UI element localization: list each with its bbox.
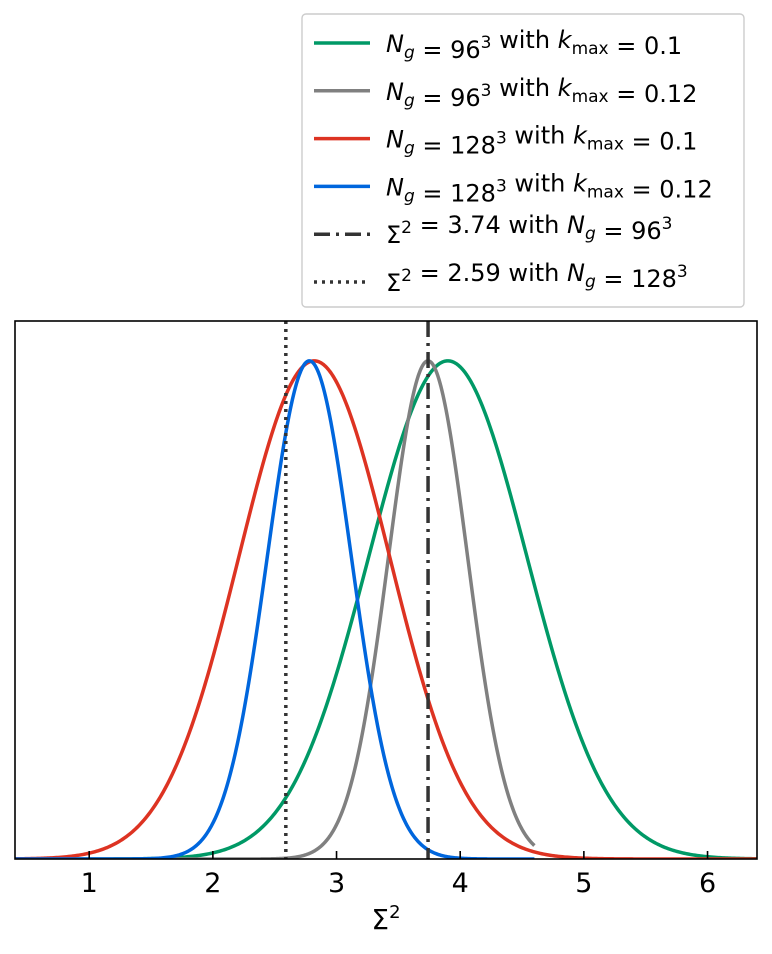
x-axis-ticks: 1 2 3 4 5 6: [81, 851, 716, 899]
legend: Ng = 963 with kmax = 0.1 Ng = 963 with km…: [301, 13, 745, 308]
x-axis-label: Σ2: [371, 902, 400, 936]
plot-lines: [15, 321, 757, 859]
series-line-2: [15, 359, 536, 859]
legend-label-2: Ng = 963 with kmax = 0.12: [386, 74, 697, 112]
legend-label-3: Ng = 1283 with kmax = 0.1: [386, 122, 697, 160]
x-tick-label: 5: [575, 868, 592, 899]
plot-frame: [14, 320, 758, 860]
legend-label-6: Σ2 = 2.59 with Ng = 1283: [386, 259, 688, 297]
x-tick-label: 2: [204, 868, 221, 899]
series-line-3: [15, 359, 757, 859]
x-tick-label: 1: [81, 868, 98, 899]
x-tick-label: 4: [452, 868, 469, 899]
series-line-1: [15, 359, 757, 859]
series-line-4: [15, 359, 536, 859]
x-tick-label: 3: [328, 868, 345, 899]
legend-label-4: Ng = 1283 with kmax = 0.12: [386, 169, 713, 207]
legend-box: [301, 13, 745, 308]
legend-label-5: Σ2 = 3.74 with Ng = 963: [386, 211, 672, 249]
legend-label-1: Ng = 963 with kmax = 0.1: [386, 26, 682, 64]
x-tick-label: 6: [699, 868, 716, 899]
